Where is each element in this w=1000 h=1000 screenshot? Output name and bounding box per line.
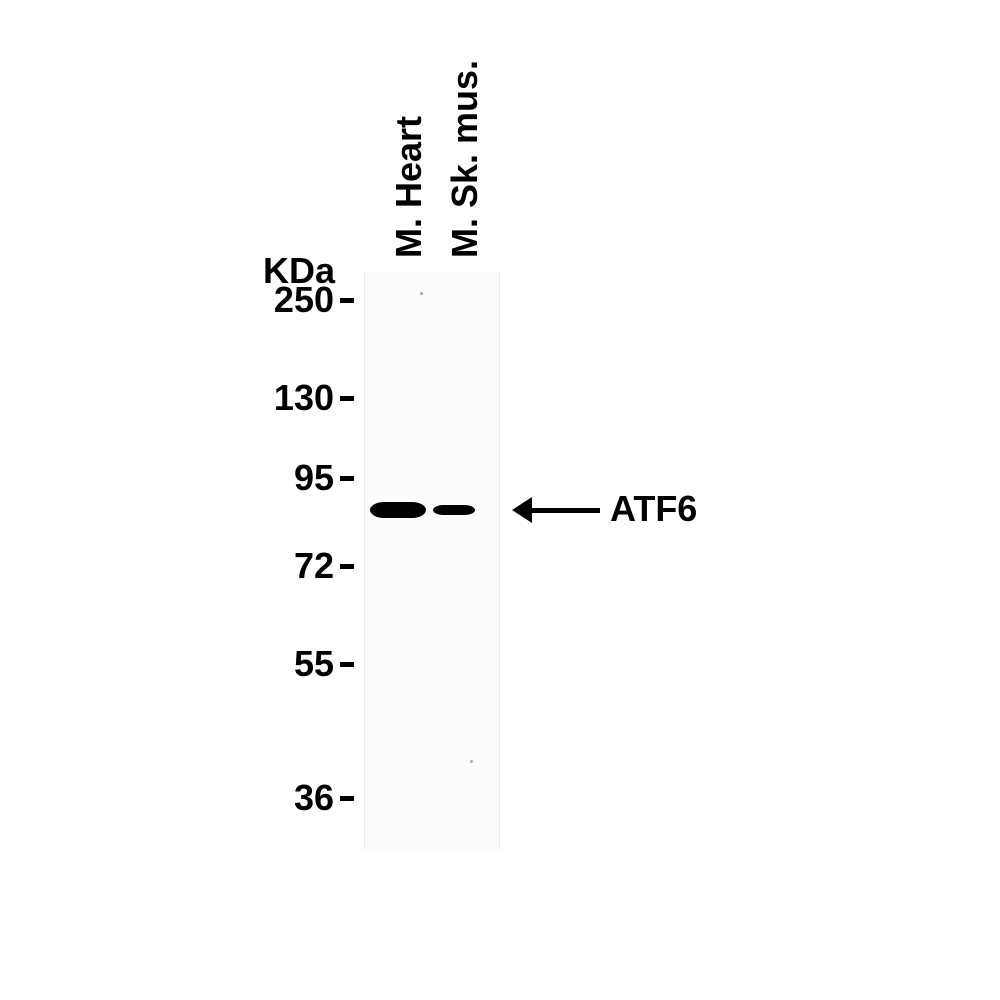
mw-marker-tick	[340, 564, 354, 569]
speck-1	[470, 760, 473, 763]
band-lane-1-0	[370, 502, 426, 518]
mw-marker-tick	[340, 396, 354, 401]
mw-marker-label: 130	[274, 377, 334, 419]
mw-marker-95: 95	[150, 458, 354, 498]
annotation-label-atf6: ATF6	[610, 488, 697, 530]
mw-marker-label: 72	[294, 545, 334, 587]
mw-marker-55: 55	[150, 644, 354, 684]
band-lane-2-0	[433, 505, 475, 515]
mw-marker-130: 130	[150, 378, 354, 418]
mw-marker-72: 72	[150, 546, 354, 586]
mw-marker-label: 55	[294, 643, 334, 685]
mw-marker-tick	[340, 796, 354, 801]
speck-0	[420, 292, 423, 295]
annotation-arrow-head-atf6	[512, 497, 532, 523]
mw-marker-tick	[340, 298, 354, 303]
mw-marker-label: 95	[294, 457, 334, 499]
lane-label-lane-2: M. Sk. mus.	[444, 60, 486, 258]
blot-membrane	[364, 272, 500, 850]
mw-marker-250: 250	[150, 280, 354, 320]
annotation-arrow-shaft-atf6	[532, 508, 600, 513]
mw-marker-label: 36	[294, 777, 334, 819]
mw-marker-label: 250	[274, 279, 334, 321]
mw-marker-36: 36	[150, 778, 354, 818]
figure-stage: KDa25013095725536M. HeartM. Sk. mus.ATF6	[0, 0, 1000, 1000]
mw-marker-tick	[340, 476, 354, 481]
mw-marker-tick	[340, 662, 354, 667]
lane-label-lane-1: M. Heart	[388, 116, 430, 258]
